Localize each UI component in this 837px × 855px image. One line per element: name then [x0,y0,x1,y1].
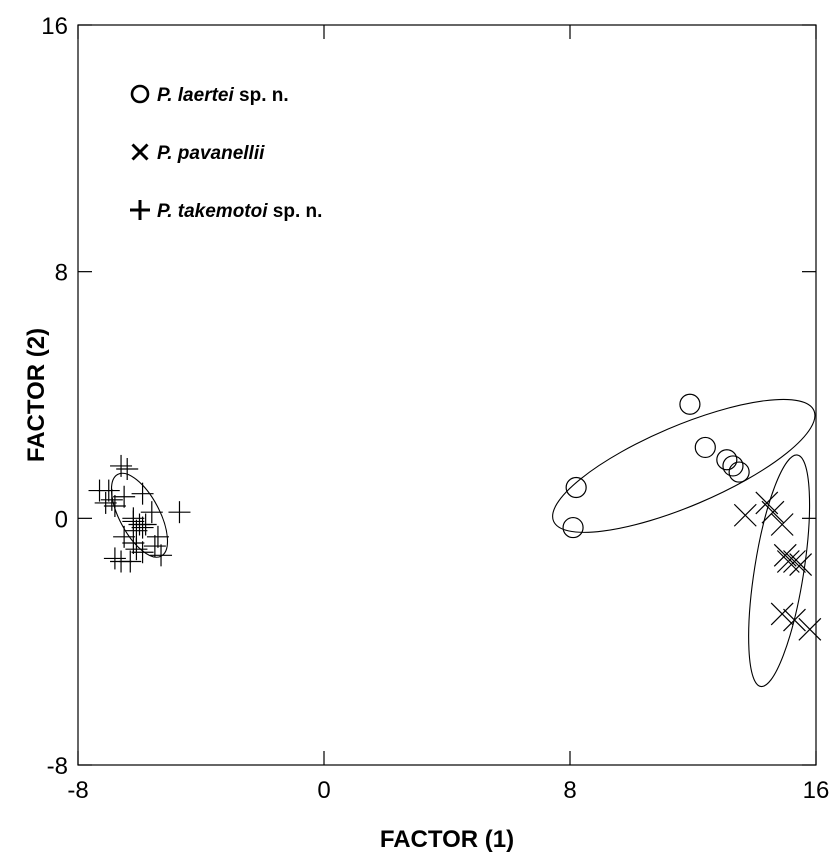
x-marker-stroke [789,553,813,577]
x-marker-stroke [733,503,757,527]
data-point-plus [100,488,123,511]
x-tick-label: 0 [317,777,330,804]
legend-marker-circle [130,84,150,104]
data-point-x [783,550,806,573]
data-point-x [733,503,757,527]
data-point-plus [168,501,191,524]
series-x [733,491,822,641]
y-tick-label: 16 [41,13,68,40]
data-point-circle [565,476,587,499]
x-marker-stroke [131,143,149,161]
legend-label: P. laertei sp. n. [157,85,289,106]
data-point-x [770,602,794,626]
x-tick-label: 8 [563,777,576,804]
x-marker-stroke [783,550,806,573]
data-point-plus [122,510,145,533]
data-point-circle [562,516,584,539]
ellipse-circle [552,398,816,533]
data-point-plus [140,501,163,524]
data-point-plus [116,458,139,480]
data-point-circle [716,449,738,471]
data-point-plus [143,535,166,558]
y-tick-label: 8 [55,260,68,287]
x-tick-label: -8 [67,777,88,804]
x-marker-stroke [761,500,785,524]
data-point-x [783,608,806,632]
legend-label: P. takemotoi sp. n. [157,201,322,222]
data-point-plus [113,485,136,508]
data-point-plus [131,516,154,539]
data-point-plus [103,547,126,570]
confidence-ellipses [110,398,816,688]
axis-ticks: -8 0 8 16 -8 0 8 16 [41,13,829,804]
data-point-plus [110,454,133,477]
data-point-plus [122,532,145,554]
data-point-x [798,617,822,641]
legend-marker-x [131,143,149,161]
data-point-plus [103,495,126,517]
ellipse-x [748,454,811,688]
data-point-plus [110,550,133,573]
y-tick-label: -8 [47,753,68,780]
data-point-plus [113,525,136,548]
series-circle [562,393,750,539]
data-point-x [789,553,813,577]
data-point-circle [679,393,701,415]
x-tick-label: 16 [803,777,830,804]
x-marker-stroke [783,608,806,632]
data-point-plus [131,482,154,505]
plot-frame [77,24,817,766]
data-point-circle [694,436,716,459]
data-point-circle [728,461,750,483]
x-marker-stroke [776,550,800,573]
legend: P. laertei sp. n. P. pavanellii P. takemot… [130,84,322,222]
data-point-plus [134,513,157,536]
x-marker-stroke [798,617,822,641]
data-point-x [770,513,794,536]
series-plus [88,454,191,573]
legend-marker-plus [130,200,150,220]
x-axis-title: FACTOR (1) [380,826,514,853]
data-point-plus [97,479,120,502]
x-marker-stroke [773,543,797,567]
data-point-plus [125,538,148,561]
data-point-circle [722,455,744,477]
data-point-x [761,500,785,524]
x-marker-stroke [770,513,794,536]
data-point-plus [94,491,117,514]
x-marker-stroke [770,602,794,626]
data-point-plus [131,541,154,564]
y-tick-label: 0 [55,506,68,533]
legend-label: P. pavanellii [157,143,265,164]
data-point-plus [146,525,169,548]
data-point-plus [125,519,148,542]
x-marker-stroke [755,491,779,515]
data-point-plus [150,544,173,567]
legend-item: P. takemotoi sp. n. [130,200,322,222]
data-markers [88,393,822,641]
legend-item: P. pavanellii [131,143,265,164]
y-axis-title: FACTOR (2) [23,328,50,462]
legend-item: P. laertei sp. n. [130,84,289,106]
